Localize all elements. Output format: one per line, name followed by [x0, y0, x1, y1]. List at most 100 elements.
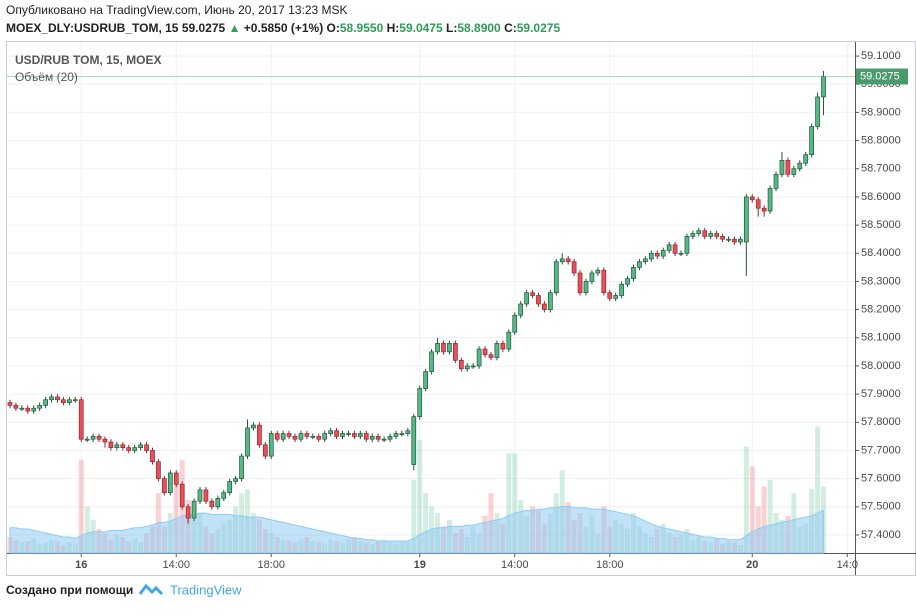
- candle-body: [797, 162, 803, 170]
- y-tick-label: 57.7000: [861, 444, 901, 456]
- candle-body: [334, 430, 339, 437]
- footer-brand[interactable]: TradingView: [170, 582, 242, 597]
- candle-body: [405, 430, 411, 434]
- y-tick-label: 57.6000: [861, 473, 901, 485]
- volume-label: Объём (20): [15, 70, 78, 84]
- x-tick-label: 14:0: [837, 559, 858, 571]
- candle-body: [583, 281, 589, 294]
- candle-body: [660, 250, 666, 257]
- candle-body: [322, 433, 328, 440]
- candle-body: [114, 444, 120, 448]
- y-tick-label: 58.9000: [861, 106, 901, 118]
- candle-body: [785, 159, 791, 175]
- candle-body: [185, 506, 191, 519]
- x-tick-label: 18:00: [257, 559, 285, 571]
- x-tick-label: 14:00: [501, 559, 529, 571]
- candle-body: [542, 303, 547, 310]
- candle-body: [37, 405, 43, 409]
- candle-body: [167, 472, 173, 494]
- candle-body: [286, 433, 292, 437]
- y-tick-label: 58.7000: [861, 163, 901, 175]
- candle-body: [221, 492, 227, 499]
- candle-body: [548, 292, 553, 310]
- last: 59.0275: [182, 21, 226, 35]
- candle-body: [613, 295, 619, 299]
- candle-body: [239, 455, 244, 479]
- volume-ma-area: [9, 505, 825, 554]
- candle-body: [138, 444, 143, 448]
- candle-body: [577, 272, 583, 294]
- arrow: ▲: [229, 21, 241, 35]
- l-value: 58.8900: [457, 21, 501, 35]
- volume-bar: [423, 493, 429, 553]
- volume-bar: [78, 459, 84, 553]
- candle-body: [340, 433, 345, 437]
- candle-body: [648, 252, 654, 260]
- candle-body: [571, 261, 577, 274]
- candle-body: [108, 441, 114, 448]
- candle-body: [55, 396, 60, 401]
- candle-body: [743, 196, 749, 243]
- last-price-label: 59.0275: [860, 70, 900, 82]
- candle-body: [821, 76, 826, 98]
- candle-body: [144, 444, 149, 451]
- candle-body: [809, 126, 814, 156]
- candle-body: [78, 399, 84, 440]
- candle-body: [791, 168, 797, 175]
- series-label: USD/RUB TOM, 15, MOEX: [15, 53, 161, 67]
- candle-body: [49, 396, 54, 401]
- candle-body: [25, 407, 31, 412]
- candle-body: [595, 269, 601, 274]
- candle-body: [352, 433, 357, 437]
- candle-body: [411, 416, 417, 465]
- candle-body: [482, 348, 488, 356]
- candle-body: [209, 500, 215, 508]
- candle-body: [524, 292, 529, 305]
- candle-body: [96, 436, 102, 440]
- candle-body: [292, 436, 298, 440]
- y-tick-label: 57.9000: [861, 388, 901, 400]
- candle-body: [666, 244, 672, 251]
- candle-body: [553, 261, 559, 294]
- candle-body: [779, 159, 785, 175]
- candle-body: [815, 96, 820, 127]
- candle-body: [179, 483, 185, 508]
- candle-body: [31, 407, 37, 412]
- y-tick-label: 57.8000: [861, 416, 901, 428]
- candle-body: [565, 258, 571, 263]
- y-tick-label: 58.0000: [861, 360, 901, 372]
- candle-body: [381, 438, 387, 441]
- y-tick-label: 58.1000: [861, 332, 901, 344]
- candle-body: [423, 371, 429, 389]
- candle-body: [215, 498, 221, 508]
- h-label: H:: [387, 21, 400, 35]
- volume-bar: [743, 446, 749, 553]
- candle-body: [126, 447, 132, 451]
- x-tick-label: 16: [75, 559, 87, 571]
- y-tick-label: 58.4000: [861, 247, 901, 259]
- candle-body: [417, 388, 423, 418]
- candle-body: [476, 348, 482, 367]
- candle-body: [369, 436, 375, 440]
- x-tick-label: 20: [746, 559, 758, 571]
- candle-body: [732, 238, 737, 243]
- candle-body: [72, 399, 78, 402]
- candle-body: [452, 343, 458, 361]
- c-label: C:: [504, 21, 517, 35]
- o-label: O:: [327, 21, 340, 35]
- candle-body: [441, 343, 446, 353]
- candle-body: [738, 238, 743, 243]
- candle-body: [375, 436, 381, 440]
- volume-bar: [506, 453, 512, 553]
- x-tick-label: 14:00: [162, 559, 190, 571]
- candle-body: [500, 343, 506, 350]
- candle-body: [470, 365, 476, 368]
- y-tick-label: 59.1000: [861, 50, 901, 62]
- y-tick-label: 57.5000: [861, 501, 901, 513]
- volume-bar: [815, 426, 821, 553]
- candle-body: [464, 365, 470, 370]
- candle-body: [268, 433, 274, 457]
- candle-body: [773, 174, 779, 189]
